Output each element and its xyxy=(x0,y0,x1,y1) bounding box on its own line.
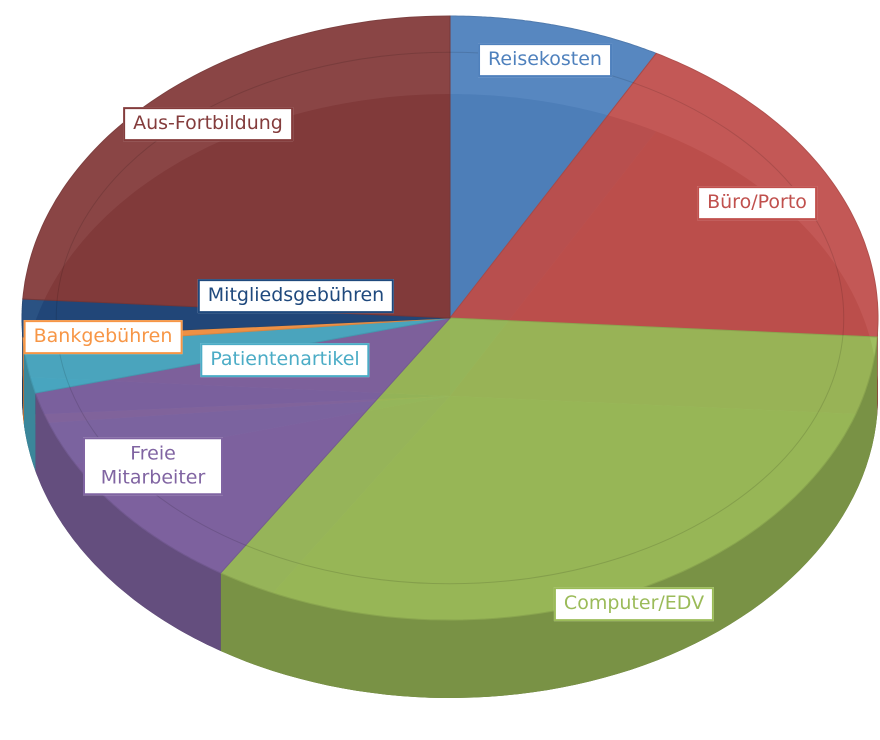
slice xyxy=(219,317,878,621)
slice xyxy=(34,317,452,574)
slice-label: Mitgliedsgebühren xyxy=(197,279,395,313)
slice xyxy=(449,15,657,320)
slice-label: Computer/EDV xyxy=(553,587,715,621)
slice-side xyxy=(35,393,221,651)
slice-label: Reisekosten xyxy=(478,43,612,77)
rim-highlight xyxy=(55,51,845,585)
slice-side xyxy=(23,346,36,472)
slice-label: Büro/Porto xyxy=(697,186,817,220)
slice xyxy=(22,15,451,319)
slice-side xyxy=(877,318,878,415)
slice-label: Aus-Fortbildung xyxy=(123,107,293,141)
slice-side xyxy=(22,318,23,415)
slice-label: Patientenartikel xyxy=(200,343,370,377)
slice-label: Freie Mitarbeiter xyxy=(83,437,223,495)
slice xyxy=(449,52,879,338)
slice-side xyxy=(22,337,24,425)
slice-label: Bankgebühren xyxy=(23,320,183,354)
